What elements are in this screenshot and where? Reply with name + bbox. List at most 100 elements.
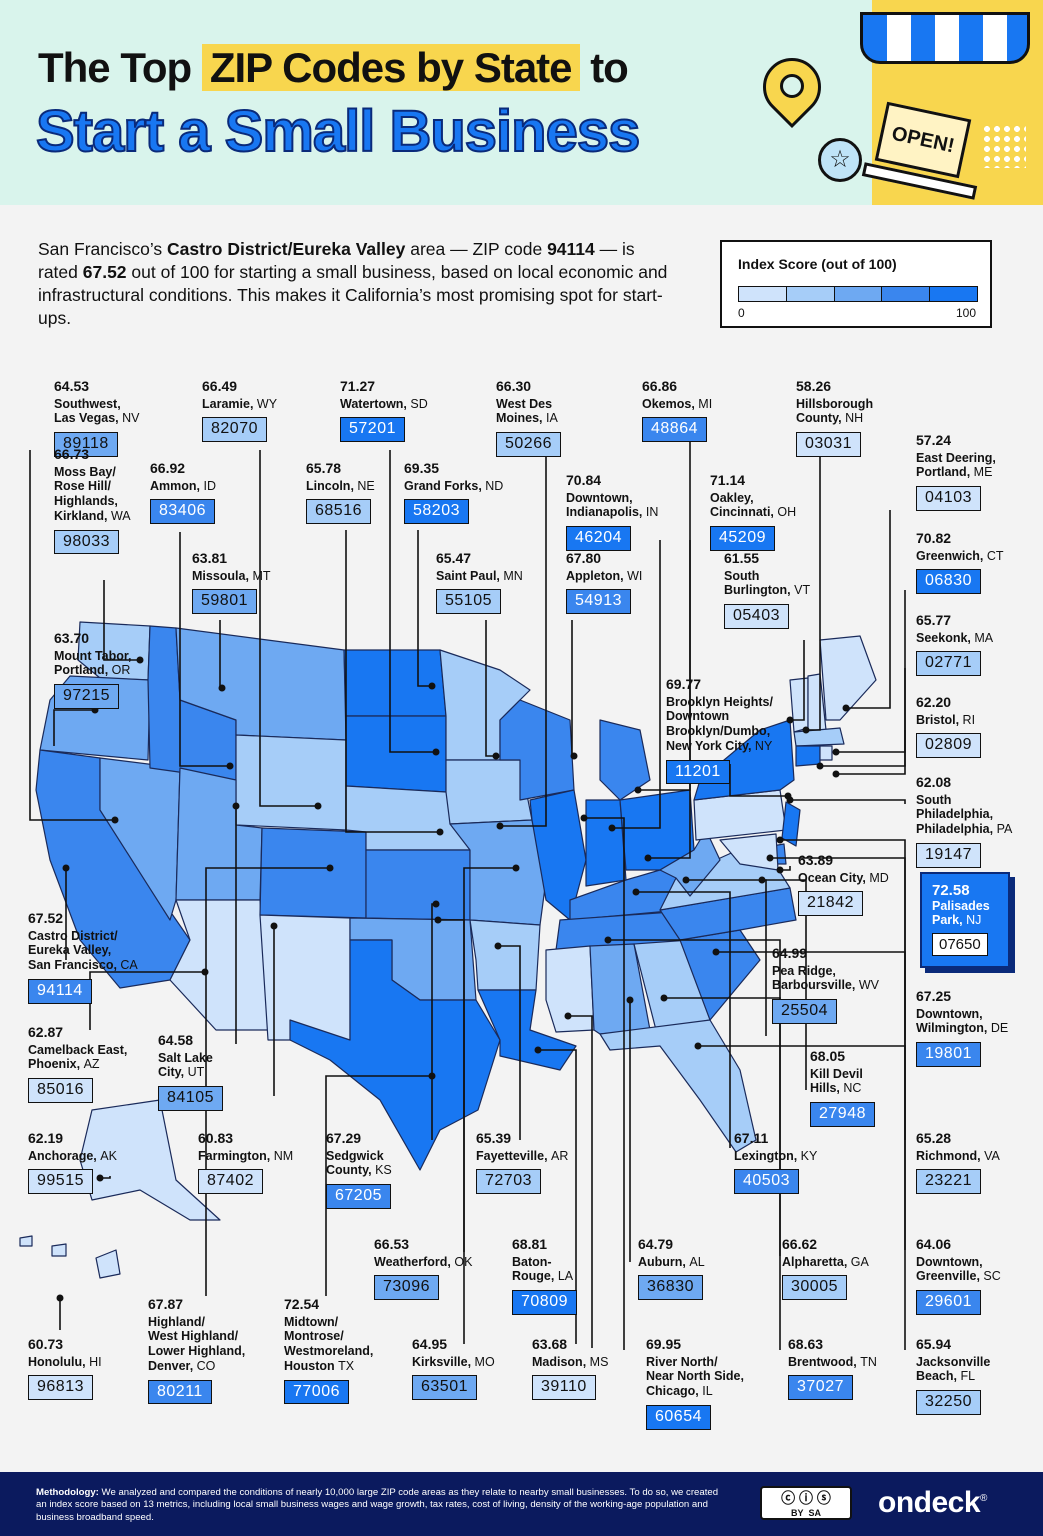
callout-zip: 85016 [28,1078,93,1103]
callout-zip: 60654 [646,1404,711,1430]
marker-dot-nc [758,876,766,884]
callout-state: WY [256,396,278,411]
callout-ca: 67.52 Castro District/ Eureka Valley, San… [28,910,138,1004]
marker-dot-wa [136,656,144,664]
callout-area: Midtown/ Montrose/ Westmoreland, Houston… [284,1314,374,1373]
callout-in: 70.84 Downtown, Indianapolis, IN 46204 [566,472,658,551]
callout-zip: 32250 [916,1390,981,1415]
callout-state: ND [485,478,504,493]
callout-zip: 04103 [916,486,981,511]
callout-area: Downtown, Indianapolis, IN [566,490,659,520]
marker-dot-co [326,864,334,872]
callout-score: 72.54 [284,1296,320,1312]
callout-area: Laramie, WY [202,396,278,411]
state-co [259,827,367,919]
callout-state: MO [474,1354,495,1369]
marker-dot-sd [432,748,440,756]
intro-text-3: — is rated [38,239,635,283]
marker-dot-nd [428,682,436,690]
marker-dot-me [842,704,850,712]
callout-zip: 54913 [566,589,631,615]
callout-score: 68.05 [810,1048,846,1064]
callout-state: NH [845,411,864,426]
callout-hi: 60.73 Honolulu, HI 96813 [28,1336,102,1401]
callout-area: Fayetteville, AR [476,1148,569,1163]
marker-dot-tx [428,1072,436,1080]
callout-area: East Deering, Portland, ME [916,450,996,480]
callout-score: 71.27 [340,378,376,394]
callout-area: Ocean City, MD [798,870,889,885]
callout-area: Jacksonville Beach, FL [916,1354,991,1384]
callout-zip: 97215 [54,684,119,709]
featured-score: 72.58 [932,882,970,899]
callout-area: Pea Ridge, Barboursville, WV [772,963,879,993]
callout-area: Hillsborough County, NH [796,396,874,426]
marker-dot-tn [604,936,612,944]
callout-area: Brentwood, TN [788,1354,877,1369]
leader-line-ky [636,891,731,1148]
callout-zip: 48864 [642,417,707,443]
callout-area: Bristol, RI [916,712,976,727]
creative-commons-icon: ⓒ ⓘ ⓢ BY SA [760,1486,852,1520]
callout-state: CA [120,958,138,973]
callout-sd: 71.27 Watertown, SD 57201 [340,378,428,443]
marker-dot-ga [660,994,668,1002]
marker-dot-md [776,866,784,874]
legend-swatch [882,287,931,301]
callout-wv: 64.99 Pea Ridge, Barboursville, WV 25504 [772,945,879,1024]
callout-score: 66.62 [782,1236,818,1252]
callout-area: West Des Moines, IA [496,396,558,426]
leader-line-tx [325,1075,432,1296]
callout-state: ID [203,478,216,493]
methodology-label: Methodology: [36,1487,99,1498]
callout-area: Baton- Rouge, LA [512,1254,574,1284]
license-by: BY [790,1508,804,1518]
featured-callout-nj: 72.58 Palisades Park, NJ 07650 [920,872,1010,968]
callout-nm: 60.83 Farmington, NM 87402 [198,1130,294,1195]
marker-dot-ok [434,916,442,924]
callout-state: OR [111,663,131,678]
callout-area: Oakley, Cincinnati, OH [710,490,797,520]
callout-state: IL [702,1384,713,1399]
callout-score: 67.80 [566,550,602,566]
callout-score: 58.26 [796,378,832,394]
callout-zip: 98033 [54,529,119,555]
callout-nv: 64.53 Southwest, Las Vegas, NV 89118 [54,378,139,457]
intro-text-4: out of 100 for starting a small business… [38,262,668,329]
callout-zip: 82070 [202,417,267,443]
callout-score: 66.92 [150,460,186,476]
state-wi [499,699,575,801]
callout-zip: 63501 [412,1375,477,1401]
legend-swatch [834,287,883,301]
callout-area: Farmington, NM [198,1148,294,1163]
callout-state: TX [338,1358,355,1373]
callout-sc: 64.06 Downtown, Greenville, SC 29601 [916,1236,1001,1315]
callout-state: WV [858,978,879,993]
leader-line-ne [345,530,440,833]
callout-score: 64.79 [638,1236,674,1252]
legend-max-label: 100 [956,306,977,320]
leader-line-vt [790,640,805,721]
callout-area: Brooklyn Heights/ Downtown Brooklyn/Dumb… [666,694,773,753]
callout-zip: 99515 [28,1169,93,1195]
legend-swatch [930,287,977,301]
state-vt [789,677,809,733]
callout-area: Downtown, Greenville, SC [916,1254,1001,1284]
callout-state: VT [794,583,811,598]
title-highlight: ZIP Codes by State [201,44,580,91]
marker-dot-al [626,996,634,1004]
marker-dot-in [608,824,616,832]
state-ms [545,945,595,1033]
callout-zip: 84105 [158,1086,223,1111]
callout-area: Saint Paul, MN [436,568,523,583]
callout-area: Anchorage, AK [28,1148,117,1163]
callout-az: 62.87 Camelback East, Phoenix, AZ 85016 [28,1024,127,1103]
callout-state: MD [869,870,889,885]
callout-zip: 23221 [916,1169,981,1195]
leader-line-tn [608,939,781,1350]
callout-zip: 25504 [772,999,837,1024]
marker-dot-mi [634,786,642,794]
callout-zip: 55105 [436,589,501,615]
callout-area: Salt Lake City, UT [158,1050,213,1080]
callout-state: AR [551,1148,569,1163]
